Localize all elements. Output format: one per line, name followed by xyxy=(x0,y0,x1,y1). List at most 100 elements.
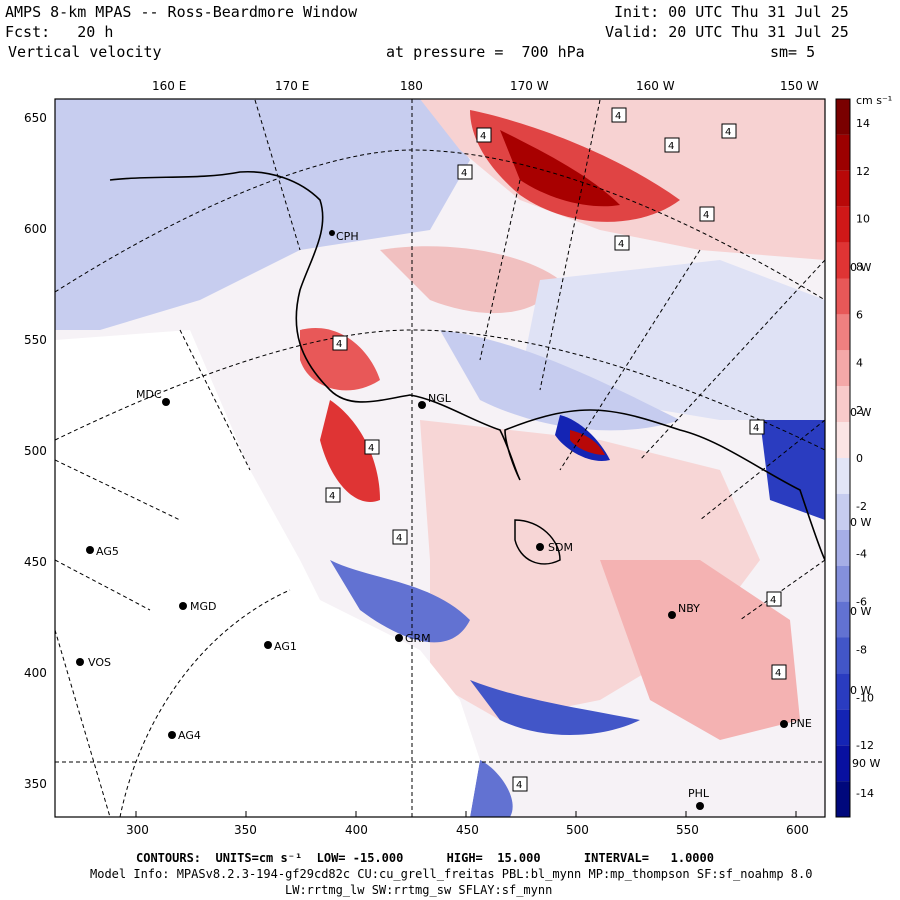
colorbar-band xyxy=(836,601,850,638)
max-ascent-ne xyxy=(500,130,620,207)
left-tick-label: 350 xyxy=(24,777,47,791)
contour-label: 4 xyxy=(699,206,715,222)
bottom-tick-label: 350 xyxy=(234,823,257,837)
left-tick-label: 650 xyxy=(24,111,47,125)
bottom-tick-label: 450 xyxy=(456,823,479,837)
station-marker xyxy=(780,720,788,728)
station-label: GRM xyxy=(405,632,431,645)
station-label: AG5 xyxy=(96,545,119,558)
station-label: NBY xyxy=(678,602,700,615)
colorbar-band xyxy=(836,206,850,243)
station-marker xyxy=(395,634,403,642)
bottom-tick-label: 500 xyxy=(566,823,589,837)
station-label: VOS xyxy=(88,656,111,669)
svg-text:4: 4 xyxy=(615,111,621,122)
bottom-tick-label: 600 xyxy=(786,823,809,837)
strong-ascent-ross xyxy=(570,430,605,455)
init-time: Init: 00 UTC Thu 31 Jul 25 xyxy=(614,3,849,21)
colorbar-band xyxy=(836,422,850,458)
svg-text:4: 4 xyxy=(336,339,342,350)
svg-text:4: 4 xyxy=(329,491,335,502)
colorbar-band xyxy=(836,242,850,279)
contour-info: CONTOURS: UNITS=cm s⁻¹ LOW= -15.000 HIGH… xyxy=(136,851,714,865)
colorbar-band xyxy=(836,781,850,817)
station-marker xyxy=(668,611,676,619)
colorbar-tick-label: 4 xyxy=(856,356,863,369)
colorbar-labels: 14 12 10 8 6 4 2 0 -2 -4 -6 -8 -10 -12 -14 xyxy=(856,117,874,800)
blue-patch-far-south xyxy=(470,760,513,817)
pressure-level: at pressure = 700 hPa xyxy=(386,43,585,61)
colorbar-tick-label: 10 xyxy=(856,213,870,226)
colorbar-band xyxy=(836,565,850,602)
stations: MDC NGL CPH AG5 MGD VOS AG1 AG4 SDM GRM … xyxy=(76,230,812,810)
colorbar-band xyxy=(836,99,850,135)
colorbar-tick-label: -14 xyxy=(856,787,874,800)
contour-label: 4 xyxy=(512,776,528,792)
colorbar-tick-label: -8 xyxy=(856,643,867,656)
contour-label: 4 xyxy=(614,235,630,251)
colorbar-band xyxy=(836,278,850,315)
colorbar-tick-label: -10 xyxy=(856,691,874,704)
station-marker xyxy=(162,398,170,406)
contour-label: 4 xyxy=(392,529,408,545)
map-frame xyxy=(54,98,826,818)
contour-label: 4 xyxy=(364,439,380,455)
left-tick-label: 400 xyxy=(24,666,47,680)
svg-text:4: 4 xyxy=(461,168,467,179)
svg-text:4: 4 xyxy=(753,423,759,434)
contour-label: 4 xyxy=(664,137,680,153)
station-label: SDM xyxy=(548,541,573,554)
top-tick-label: 170 W xyxy=(510,79,549,93)
station-label: PHL xyxy=(688,787,710,800)
station-label: AG4 xyxy=(178,729,201,742)
colorbar-band xyxy=(836,170,850,207)
colorbar-tick-label: 8 xyxy=(856,261,863,274)
station-marker xyxy=(264,641,272,649)
top-tick-label: 170 E xyxy=(275,79,309,93)
top-axis: 160 E 170 E 180 170 W 160 W 150 W xyxy=(152,79,819,93)
contour-label: 4 xyxy=(771,664,787,680)
colorbar-tick-label: 6 xyxy=(856,308,863,321)
station-marker xyxy=(696,802,704,810)
svg-text:4: 4 xyxy=(480,131,486,142)
red-patch-vic-land xyxy=(300,328,380,391)
station-label: MGD xyxy=(190,600,217,613)
contour-label: 4 xyxy=(749,419,765,435)
graticule xyxy=(55,99,825,817)
colorbar-tick-label: 2 xyxy=(856,404,863,417)
contour-label: 4 xyxy=(766,591,782,607)
colorbar-band xyxy=(836,493,850,530)
station-label: PNE xyxy=(790,717,812,730)
contour-label: 4 xyxy=(721,123,737,139)
colorbar-tick-label: 12 xyxy=(856,165,870,178)
svg-text:4: 4 xyxy=(775,668,781,679)
red-patch-central xyxy=(380,246,560,314)
colorbar-tick-label: -2 xyxy=(856,500,867,513)
top-tick-label: 180 xyxy=(400,79,423,93)
station-marker xyxy=(536,543,544,551)
station-marker xyxy=(168,731,176,739)
station-marker xyxy=(76,658,84,666)
blue-patch-marie-byrd xyxy=(760,420,825,520)
valid-time: Valid: 20 UTC Thu 31 Jul 25 xyxy=(605,23,849,41)
blue-field-nw xyxy=(55,99,470,330)
colorbar-frame xyxy=(835,98,851,818)
left-tick-label: 450 xyxy=(24,555,47,569)
colorbar-tick-label: -12 xyxy=(856,739,874,752)
station-marker xyxy=(179,602,187,610)
blue-patch-transantarctic xyxy=(330,560,470,643)
colorbar-band xyxy=(836,314,850,351)
red-patch-coast xyxy=(320,400,380,502)
map-title: AMPS 8-km MPAS -- Ross-Beardmore Window xyxy=(5,3,358,21)
station-marker xyxy=(418,401,426,409)
ice-shelf-edge xyxy=(514,519,561,565)
bottom-axis xyxy=(135,811,797,817)
colorbar-tick-label: -6 xyxy=(856,596,867,609)
contour-label: 4 xyxy=(611,107,627,123)
red-patch-se xyxy=(600,560,800,740)
bottom-tick-label: 300 xyxy=(126,823,149,837)
meridian-label: 90 W xyxy=(852,757,880,770)
left-tick-label: 600 xyxy=(24,222,47,236)
contour-labels: 4 4 4 4 4 4 4 4 4 4 4 4 4 4 4 xyxy=(325,107,787,792)
